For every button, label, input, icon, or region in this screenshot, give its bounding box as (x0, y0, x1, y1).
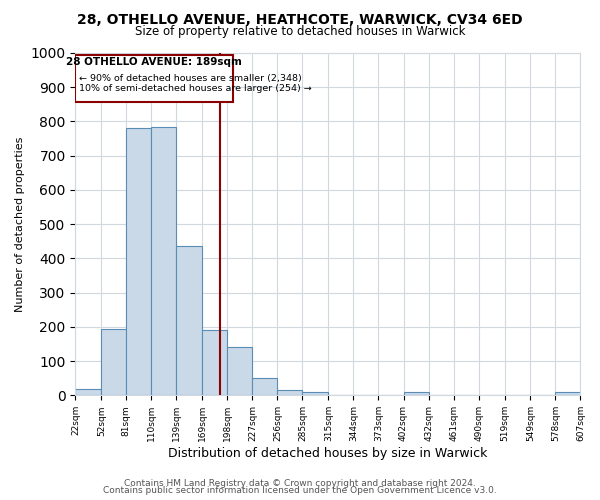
Bar (556, 392, 581, 396)
Text: 28, OTHELLO AVENUE, HEATHCOTE, WARWICK, CV34 6ED: 28, OTHELLO AVENUE, HEATHCOTE, WARWICK, … (77, 12, 523, 26)
Text: Contains HM Land Registry data © Crown copyright and database right 2024.: Contains HM Land Registry data © Crown c… (124, 478, 476, 488)
Bar (227, 348, 253, 396)
Bar (302, 392, 328, 396)
Text: 10% of semi-detached houses are larger (254) →: 10% of semi-detached houses are larger (… (79, 84, 311, 93)
Bar (76, 54, 233, 102)
Text: Size of property relative to detached houses in Warwick: Size of property relative to detached ho… (135, 25, 465, 38)
Bar (76, 388, 101, 396)
Bar (202, 330, 227, 396)
Text: Contains public sector information licensed under the Open Government Licence v3: Contains public sector information licen… (103, 486, 497, 495)
Y-axis label: Number of detached properties: Number of detached properties (15, 136, 25, 312)
Bar (176, 246, 202, 396)
Bar (277, 390, 302, 396)
Bar (127, 128, 151, 396)
Text: 28 OTHELLO AVENUE: 189sqm: 28 OTHELLO AVENUE: 189sqm (67, 58, 242, 68)
Bar (253, 378, 277, 396)
Text: ← 90% of detached houses are smaller (2,348): ← 90% of detached houses are smaller (2,… (79, 74, 302, 83)
Bar (101, 328, 127, 396)
X-axis label: Distribution of detached houses by size in Warwick: Distribution of detached houses by size … (168, 447, 488, 460)
Bar (404, 392, 430, 396)
Bar (151, 126, 176, 396)
